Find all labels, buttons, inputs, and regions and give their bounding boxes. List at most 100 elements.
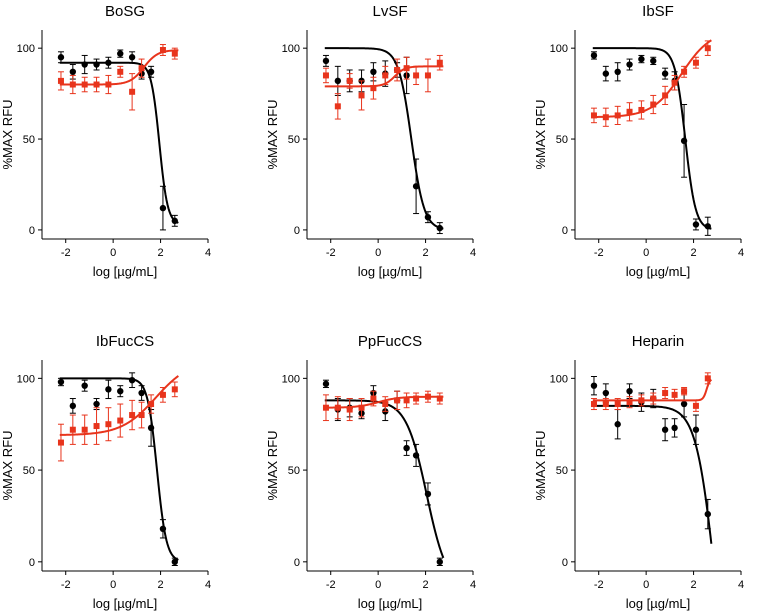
data-point xyxy=(334,77,342,85)
data-point xyxy=(413,72,420,79)
panel-title: IbSF xyxy=(642,3,674,20)
data-point xyxy=(128,376,136,384)
data-point xyxy=(626,387,633,395)
data-point xyxy=(394,397,401,404)
y-tick-label: 50 xyxy=(23,134,35,146)
x-tick-label: 2 xyxy=(158,579,164,591)
y-tick-label: 100 xyxy=(550,43,568,55)
data-point xyxy=(638,397,645,404)
x-tick-label: -2 xyxy=(594,579,604,591)
fit-curve xyxy=(59,49,179,86)
data-point xyxy=(171,50,178,57)
data-point xyxy=(138,412,145,419)
x-tick-label: 2 xyxy=(691,247,697,259)
data-point xyxy=(590,401,597,408)
x-tick-label: 0 xyxy=(643,579,649,591)
series-red xyxy=(322,390,444,422)
data-point xyxy=(148,401,155,408)
x-axis-label: log [µg/mL] xyxy=(626,264,691,279)
data-point xyxy=(394,66,401,73)
data-point xyxy=(662,390,669,397)
panel-title: BoSG xyxy=(105,3,145,20)
data-point xyxy=(436,224,443,232)
data-point xyxy=(57,439,64,446)
data-point xyxy=(69,81,76,88)
data-point xyxy=(81,81,88,88)
x-axis-label: log [µg/mL] xyxy=(93,596,158,611)
x-tick-label: 2 xyxy=(423,247,429,259)
data-point xyxy=(117,387,124,395)
data-point xyxy=(626,399,633,406)
data-point xyxy=(614,112,621,119)
data-point xyxy=(322,57,330,65)
y-tick-label: 50 xyxy=(288,134,300,146)
data-point xyxy=(590,52,598,59)
data-point xyxy=(602,401,609,408)
data-point xyxy=(424,213,432,221)
data-point xyxy=(117,50,124,57)
data-point xyxy=(424,393,431,400)
data-point xyxy=(650,395,657,402)
data-point xyxy=(692,402,699,409)
y-tick-label: 0 xyxy=(562,225,568,237)
y-tick-label: 0 xyxy=(29,225,35,237)
x-axis-label: log [µg/mL] xyxy=(358,264,423,279)
data-point xyxy=(322,72,329,79)
fit-curve xyxy=(592,404,713,544)
y-tick-label: 0 xyxy=(29,557,35,569)
data-point xyxy=(171,217,178,225)
data-point xyxy=(69,402,77,410)
y-tick-label: 50 xyxy=(556,465,568,477)
data-point xyxy=(436,558,443,566)
series-red xyxy=(590,39,712,127)
data-point xyxy=(147,424,155,432)
data-point xyxy=(370,68,377,76)
data-point xyxy=(692,426,700,433)
fit-curve xyxy=(59,61,179,224)
data-point xyxy=(614,68,621,76)
y-tick-label: 50 xyxy=(23,465,35,477)
y-tick-label: 0 xyxy=(294,557,300,569)
data-point xyxy=(602,389,610,397)
data-point xyxy=(704,510,711,518)
x-tick-label: -2 xyxy=(61,247,71,259)
panel-title: LvSF xyxy=(372,3,407,20)
data-point xyxy=(602,70,610,77)
series-red xyxy=(322,54,444,120)
series-black xyxy=(590,47,712,236)
data-point xyxy=(57,54,65,61)
series-black xyxy=(57,49,179,231)
data-point xyxy=(128,54,136,61)
x-tick-label: 0 xyxy=(643,247,649,259)
data-point xyxy=(159,391,166,398)
data-point xyxy=(129,88,136,95)
x-tick-label: 4 xyxy=(470,579,476,591)
data-point xyxy=(403,444,410,452)
panel-ppfuccs: PpFucCS -2 0 2 4 0 50 100 log [µg/mL] %MAX RFU xyxy=(265,333,476,611)
y-tick-label: 50 xyxy=(556,134,568,146)
data-point xyxy=(590,112,597,119)
fit-curve xyxy=(59,377,179,561)
y-tick-label: 100 xyxy=(17,43,35,55)
data-point xyxy=(93,423,100,430)
data-point xyxy=(81,382,88,389)
data-point xyxy=(105,59,112,66)
series-black xyxy=(57,372,179,566)
fit-curve xyxy=(324,395,444,409)
panel-lvsf: LvSF -2 0 2 4 0 50 100 log [µg/mL] %MAX RFU xyxy=(265,3,476,279)
data-point xyxy=(147,68,155,76)
x-tick-label: 4 xyxy=(205,579,211,591)
fit-curve xyxy=(324,47,444,230)
fit-curve xyxy=(324,399,445,559)
data-point xyxy=(159,525,167,532)
data-point xyxy=(650,57,657,65)
y-tick-label: 100 xyxy=(550,373,568,385)
data-point xyxy=(661,70,669,77)
panel-title: IbFucCS xyxy=(96,333,154,350)
data-point xyxy=(424,490,432,498)
data-point xyxy=(671,79,678,86)
data-point xyxy=(129,412,136,419)
panel-title: Heparin xyxy=(632,333,685,350)
data-point xyxy=(334,103,341,110)
data-point xyxy=(346,77,353,84)
